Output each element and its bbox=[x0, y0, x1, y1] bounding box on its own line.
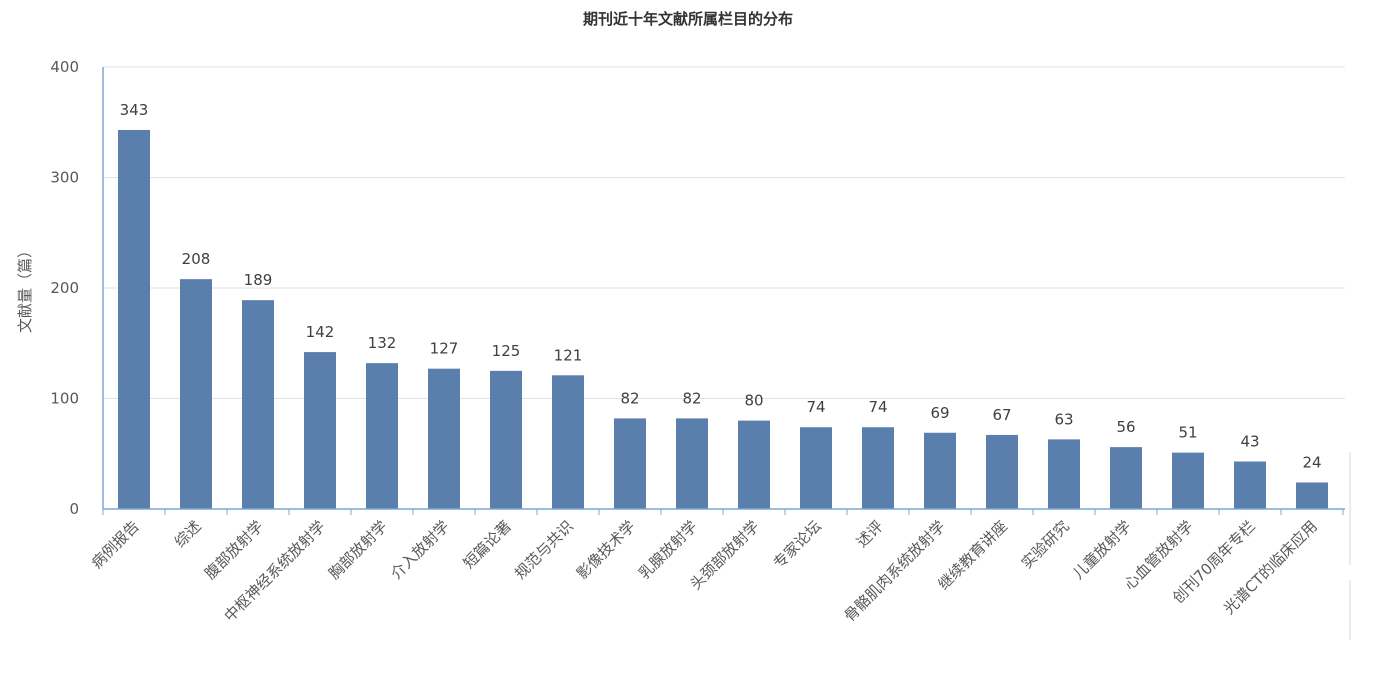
y-tick-label: 200 bbox=[50, 279, 79, 297]
bar bbox=[1234, 461, 1266, 509]
x-tick-label: 影像技术学 bbox=[573, 517, 639, 583]
x-tick-label: 胸部放射学 bbox=[325, 517, 391, 583]
bar-value-label: 127 bbox=[430, 340, 459, 358]
bar-value-label: 74 bbox=[868, 398, 887, 416]
bar-value-label: 69 bbox=[930, 404, 949, 422]
bar-value-label: 132 bbox=[368, 334, 397, 352]
bar bbox=[986, 434, 1018, 509]
bar-value-label: 74 bbox=[806, 398, 825, 416]
x-tick-label: 腹部放射学 bbox=[201, 517, 267, 583]
bar-value-label: 189 bbox=[244, 271, 273, 289]
bar bbox=[1048, 439, 1080, 509]
bar bbox=[676, 418, 708, 509]
bar-value-label: 142 bbox=[306, 323, 335, 341]
bar bbox=[490, 370, 522, 509]
bar-value-label: 56 bbox=[1116, 418, 1135, 436]
y-axis-title: 文献量（篇） bbox=[16, 243, 34, 333]
bar bbox=[800, 427, 832, 509]
bar-value-label: 51 bbox=[1178, 424, 1197, 442]
bar-value-labels: 343 208 189 142 132 127 125 121 82 82 80 74 74 69 67 63… bbox=[120, 101, 1322, 471]
bar-value-label: 24 bbox=[1302, 453, 1321, 471]
bar bbox=[1296, 482, 1328, 509]
bar-value-label: 125 bbox=[492, 342, 521, 360]
y-tick-label: 100 bbox=[50, 390, 79, 408]
y-tick-label: 400 bbox=[50, 58, 79, 76]
bar bbox=[180, 279, 212, 509]
y-axis: 0 100 200 300 400 bbox=[50, 58, 104, 518]
x-tick-label: 实验研究 bbox=[1018, 517, 1073, 572]
bar-value-label: 208 bbox=[182, 250, 211, 268]
bar bbox=[738, 420, 770, 509]
y-tick-label: 300 bbox=[50, 169, 79, 187]
bar-value-label: 82 bbox=[620, 389, 639, 407]
bar bbox=[428, 368, 460, 509]
bar bbox=[1110, 447, 1142, 509]
x-tick-label: 专家论坛 bbox=[770, 517, 825, 572]
x-tick-label: 短篇论著 bbox=[460, 517, 515, 572]
bar bbox=[614, 418, 646, 509]
x-tick-label: 乳腺放射学 bbox=[635, 517, 701, 583]
bar bbox=[552, 375, 584, 509]
bar-value-label: 67 bbox=[992, 406, 1011, 424]
bar-value-label: 343 bbox=[120, 101, 149, 119]
bar-value-label: 63 bbox=[1054, 410, 1073, 428]
bar-value-label: 82 bbox=[682, 389, 701, 407]
bar bbox=[862, 427, 894, 509]
bar-value-label: 121 bbox=[554, 346, 583, 364]
x-tick-label: 病例报告 bbox=[88, 517, 143, 572]
bars bbox=[118, 129, 1328, 510]
x-tick-label: 儿童放射学 bbox=[1069, 517, 1135, 583]
bar bbox=[366, 363, 398, 509]
bar bbox=[118, 129, 150, 510]
bar bbox=[1172, 452, 1204, 509]
bar-value-label: 80 bbox=[744, 392, 763, 410]
bar bbox=[924, 432, 956, 509]
gridlines bbox=[103, 66, 1345, 399]
y-tick-label: 0 bbox=[69, 500, 79, 518]
x-tick-label: 述评 bbox=[853, 517, 887, 551]
bar-value-label: 43 bbox=[1240, 432, 1259, 450]
x-tick-label: 规范与共识 bbox=[511, 517, 577, 583]
chart-title: 期刊近十年文献所属栏目的分布 bbox=[582, 10, 793, 28]
x-tick-label: 介入放射学 bbox=[387, 517, 453, 583]
x-tick-label: 综述 bbox=[171, 517, 205, 551]
bar bbox=[304, 352, 336, 509]
bar bbox=[242, 300, 274, 509]
